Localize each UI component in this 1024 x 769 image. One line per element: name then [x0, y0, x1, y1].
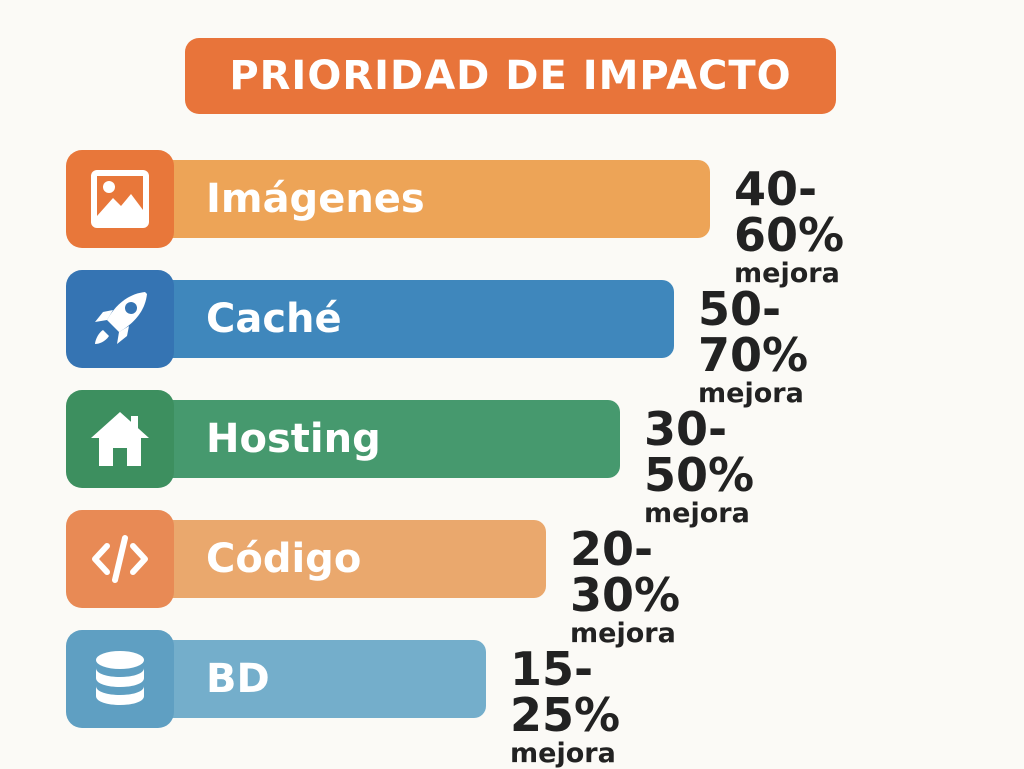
chart-title: PRIORIDAD DE IMPACTO [185, 38, 836, 114]
value-sub-label: mejora [570, 618, 676, 649]
value-label: 50-70% mejora [698, 286, 808, 407]
bar: Imágenes [156, 160, 710, 238]
category-label: BD [206, 656, 270, 702]
category-label: Caché [206, 296, 342, 342]
bar: BD [156, 640, 486, 718]
value-label: 40-60% mejora [734, 166, 844, 287]
database-icon [66, 630, 174, 728]
value-sub-label: mejora [698, 378, 804, 409]
value-label: 20-30% mejora [570, 526, 680, 647]
category-label: Imágenes [206, 176, 425, 222]
value-sub-label: mejora [734, 258, 840, 289]
value-label: 30-50% mejora [644, 406, 754, 527]
bar: Hosting [156, 400, 620, 478]
value-label: 15-25% mejora [510, 646, 620, 767]
code-icon [66, 510, 174, 608]
house-icon [66, 390, 174, 488]
value-range: 40-60% [734, 162, 845, 262]
value-sub-label: mejora [510, 738, 616, 769]
value-range: 30-50% [644, 402, 755, 502]
category-label: Código [206, 536, 362, 582]
bar: Código [156, 520, 546, 598]
category-label: Hosting [206, 416, 381, 462]
bar: Caché [156, 280, 674, 358]
rocket-icon [66, 270, 174, 368]
image-icon [66, 150, 174, 248]
value-range: 50-70% [698, 282, 809, 382]
value-sub-label: mejora [644, 498, 750, 529]
value-range: 15-25% [510, 642, 621, 742]
value-range: 20-30% [570, 522, 681, 622]
